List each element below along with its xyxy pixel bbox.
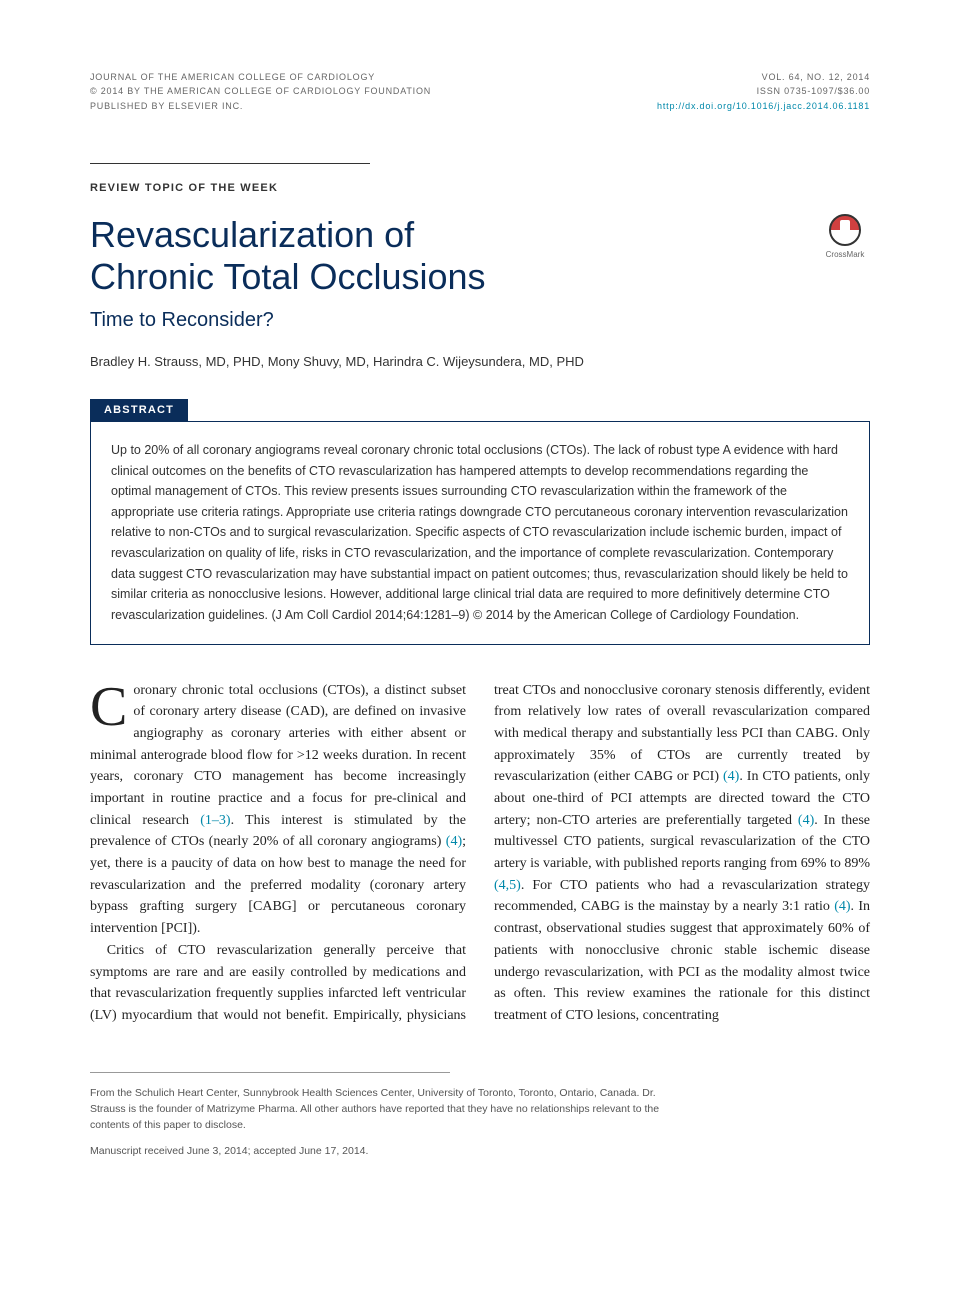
title-line-1: Revascularization of xyxy=(90,214,414,255)
title-block: Revascularization of Chronic Total Occlu… xyxy=(90,214,584,399)
section-rule xyxy=(90,163,370,164)
crossmark-inner-icon xyxy=(840,220,850,240)
p1-text-c: ; yet, there is a paucity of data on how… xyxy=(90,834,466,936)
article-subtitle: Time to Reconsider? xyxy=(90,309,584,332)
header-metadata: JOURNAL OF THE AMERICAN COLLEGE OF CARDI… xyxy=(90,70,870,113)
header-left: JOURNAL OF THE AMERICAN COLLEGE OF CARDI… xyxy=(90,70,431,113)
crossmark-icon xyxy=(829,214,861,246)
journal-name: JOURNAL OF THE AMERICAN COLLEGE OF CARDI… xyxy=(90,70,431,84)
p1-text-a: oronary chronic total occlusions (CTOs),… xyxy=(90,683,466,828)
footer-rule xyxy=(90,1072,450,1073)
copyright-line: © 2014 BY THE AMERICAN COLLEGE OF CARDIO… xyxy=(90,84,431,98)
manuscript-dates: Manuscript received June 3, 2014; accept… xyxy=(90,1143,690,1159)
p2-text-e: . In contrast, observational studies sug… xyxy=(494,899,870,1022)
abstract-section: ABSTRACT Up to 20% of all coronary angio… xyxy=(90,399,870,645)
body-text: Coronary chronic total occlusions (CTOs)… xyxy=(90,680,870,1027)
section-label: REVIEW TOPIC OF THE WEEK xyxy=(90,182,870,194)
body-paragraph-1: Coronary chronic total occlusions (CTOs)… xyxy=(90,680,466,940)
crossmark-label: CrossMark xyxy=(820,250,870,259)
title-row: Revascularization of Chronic Total Occlu… xyxy=(90,214,870,399)
header-right: VOL. 64, NO. 12, 2014 ISSN 0735-1097/$36… xyxy=(657,70,870,113)
ref-link-4d[interactable]: (4) xyxy=(834,899,850,914)
footer-text: From the Schulich Heart Center, Sunnybro… xyxy=(90,1085,690,1160)
crossmark-badge[interactable]: CrossMark xyxy=(820,214,870,259)
title-line-2: Chronic Total Occlusions xyxy=(90,256,486,297)
authors-line: Bradley H. Strauss, MD, PHD, Mony Shuvy,… xyxy=(90,354,584,369)
ref-link-1-3[interactable]: (1–3) xyxy=(200,813,230,828)
ref-link-4c[interactable]: (4) xyxy=(798,813,814,828)
doi-link[interactable]: http://dx.doi.org/10.1016/j.jacc.2014.06… xyxy=(657,99,870,113)
affiliation-text: From the Schulich Heart Center, Sunnybro… xyxy=(90,1085,690,1134)
abstract-label: ABSTRACT xyxy=(90,399,188,421)
p2-text-d: . For CTO patients who had a revasculari… xyxy=(494,878,870,915)
publisher-line: PUBLISHED BY ELSEVIER INC. xyxy=(90,99,431,113)
dropcap: C xyxy=(90,680,133,732)
issue-info: VOL. 64, NO. 12, 2014 xyxy=(657,70,870,84)
abstract-box: Up to 20% of all coronary angiograms rev… xyxy=(90,421,870,645)
ref-link-4b[interactable]: (4) xyxy=(723,769,739,784)
issn-info: ISSN 0735-1097/$36.00 xyxy=(657,84,870,98)
ref-link-4-5[interactable]: (4,5) xyxy=(494,878,521,893)
ref-link-4a[interactable]: (4) xyxy=(446,834,462,849)
article-title: Revascularization of Chronic Total Occlu… xyxy=(90,214,584,297)
